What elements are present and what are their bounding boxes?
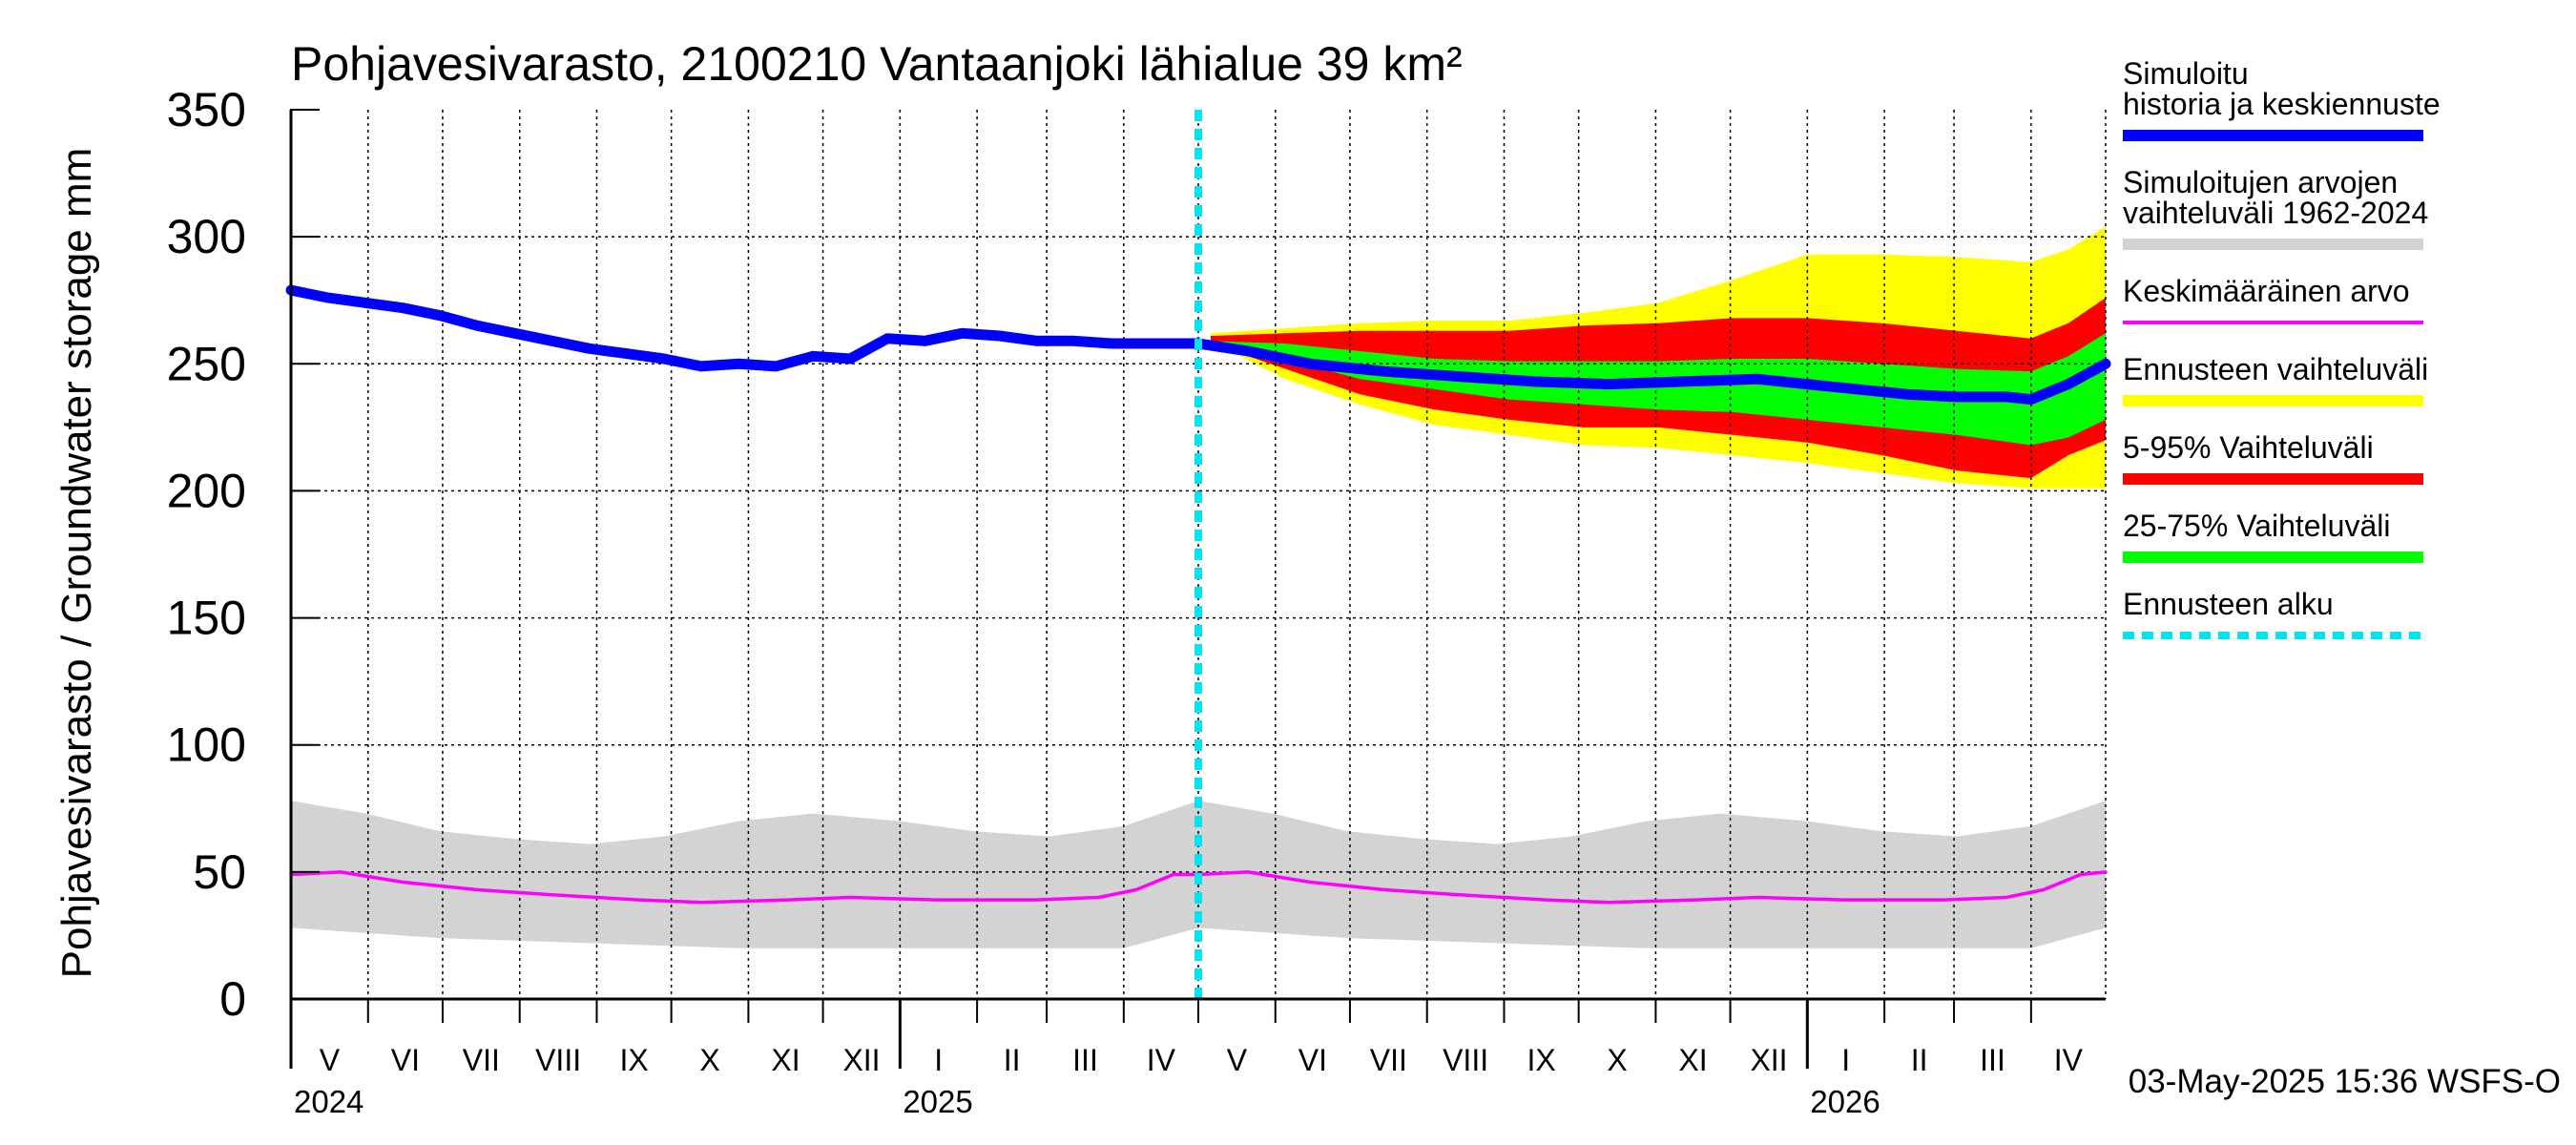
month-label-7: XII <box>842 1043 880 1077</box>
month-label-1: VI <box>391 1043 420 1077</box>
year-label-2: 2026 <box>1810 1084 1880 1119</box>
month-label-22: III <box>1980 1043 2005 1077</box>
y-tick-label-0: 0 <box>219 972 246 1026</box>
y-tick-label-50: 50 <box>193 845 246 899</box>
month-label-17: X <box>1607 1043 1627 1077</box>
month-label-15: VIII <box>1443 1043 1488 1077</box>
month-label-18: XI <box>1678 1043 1707 1077</box>
legend-label-2: Keskimääräinen arvo <box>2123 274 2410 308</box>
month-label-11: IV <box>1147 1043 1176 1077</box>
grid-lines <box>291 110 2107 999</box>
month-label-16: IX <box>1527 1043 1555 1077</box>
legend-label-3: Ennusteen vaihteluväli <box>2123 352 2428 386</box>
month-label-6: XI <box>771 1043 800 1077</box>
month-label-8: I <box>934 1043 943 1077</box>
legend-label-1: Simuloitujen arvojen vaihteluväli 1962-20… <box>2123 165 2428 230</box>
series-lines <box>285 110 2111 999</box>
legend-label-5: 25-75% Vaihteluväli <box>2123 509 2390 543</box>
y-axis-label: Pohjavesivarasto / Groundwater storage m… <box>53 148 100 979</box>
legend-label-6: Ennusteen alku <box>2123 587 2334 621</box>
range-bands <box>291 226 2106 948</box>
y-tick-label-200: 200 <box>167 464 246 517</box>
month-label-3: VIII <box>535 1043 581 1077</box>
history-line <box>285 284 1204 372</box>
legend-label-4: 5-95% Vaihteluväli <box>2123 430 2374 465</box>
month-label-5: X <box>699 1043 719 1077</box>
y-tick-label-250: 250 <box>167 337 246 390</box>
band-25-75 <box>1211 333 2106 446</box>
month-label-2: VII <box>463 1043 500 1077</box>
legend-label-0: Simuloitu historia ja keskiennuste <box>2123 56 2441 121</box>
month-label-10: III <box>1072 1043 1098 1077</box>
month-label-20: I <box>1841 1043 1850 1077</box>
forecast-mean-line <box>1193 338 2111 406</box>
y-tick-label-350: 350 <box>167 83 246 136</box>
month-label-4: IX <box>619 1043 648 1077</box>
y-tick-label-150: 150 <box>167 592 246 645</box>
month-label-21: II <box>1911 1043 1928 1077</box>
month-label-19: XII <box>1750 1043 1787 1077</box>
year-label-1: 2025 <box>903 1084 972 1119</box>
month-label-13: VI <box>1298 1043 1327 1077</box>
chart-title: Pohjavesivarasto, 2100210 Vantaanjoki lä… <box>291 37 1463 91</box>
year-label-0: 2024 <box>294 1084 364 1119</box>
month-label-9: II <box>1004 1043 1021 1077</box>
month-label-12: V <box>1227 1043 1248 1077</box>
legend: Simuloitu historia ja keskiennuste Simuloi… <box>2123 56 2441 639</box>
timestamp-footer: 03-May-2025 15:36 WSFS-O <box>2129 1063 2561 1100</box>
y-tick-label-100: 100 <box>167 718 246 772</box>
month-label-14: VII <box>1370 1043 1407 1077</box>
month-label-23: IV <box>2054 1043 2084 1077</box>
month-label-0: V <box>320 1043 341 1077</box>
y-tick-label-300: 300 <box>167 210 246 263</box>
